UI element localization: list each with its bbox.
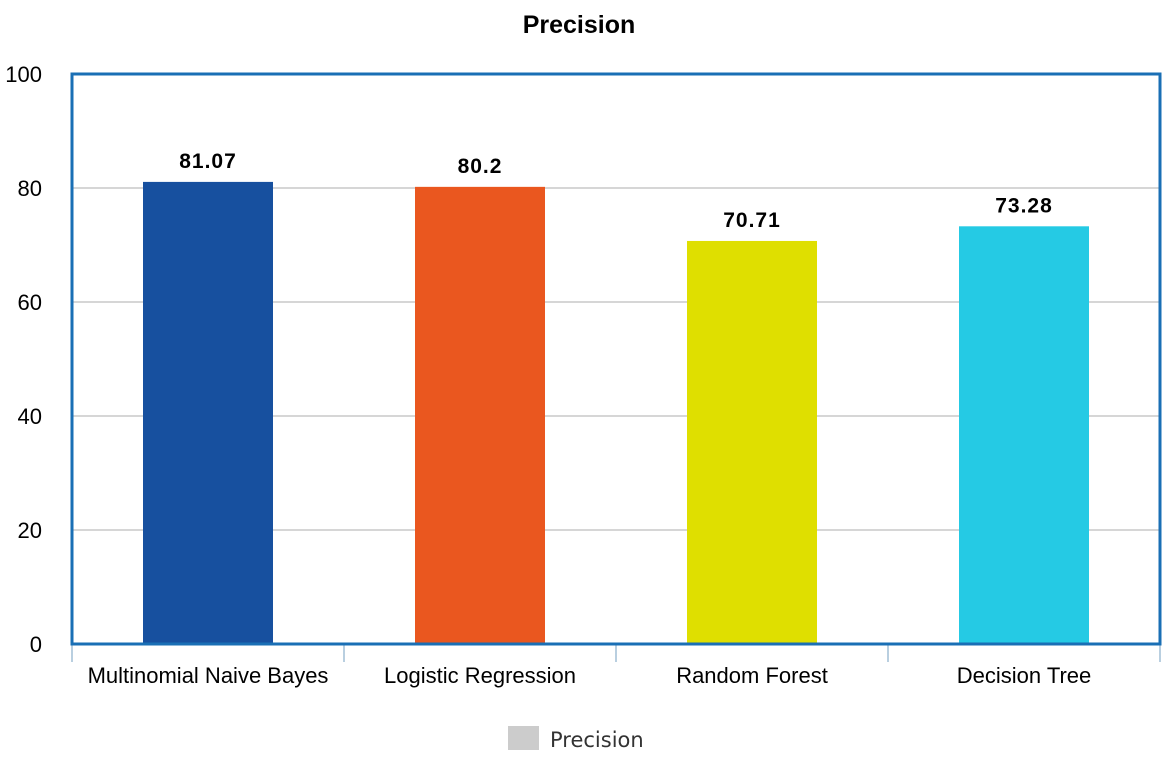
legend: Precision (508, 726, 644, 752)
value-label: 80.2 (458, 155, 503, 178)
y-tick-label: 40 (18, 404, 42, 429)
y-tick-label: 100 (5, 62, 42, 87)
x-category-label: Logistic Regression (384, 663, 576, 688)
bar (687, 240, 817, 644)
plot-frame (70, 72, 1162, 646)
x-axis: Multinomial Naive Bayes Logistic Regressi… (71, 644, 1161, 688)
value-label: 73.28 (995, 194, 1053, 217)
x-category-label: Random Forest (676, 663, 828, 688)
chart-title: Precision (523, 11, 636, 39)
y-tick-label: 80 (18, 176, 42, 201)
value-label: 70.71 (723, 209, 781, 232)
y-tick-label: 0 (30, 632, 42, 657)
bar (959, 226, 1089, 644)
x-category-label: Decision Tree (957, 663, 1092, 688)
x-category-label: Multinomial Naive Bayes (88, 663, 329, 688)
legend-swatch (508, 726, 539, 750)
bars (143, 181, 1089, 645)
bar (143, 181, 273, 644)
y-tick-label: 60 (18, 290, 42, 315)
legend-label: Precision (550, 728, 644, 752)
value-labels: 81.07 80.2 70.71 73.28 (179, 150, 1053, 232)
value-label: 81.07 (179, 150, 237, 173)
y-axis-ticks: 0 20 40 60 80 100 (5, 62, 42, 657)
y-tick-label: 20 (18, 518, 42, 543)
bar (415, 186, 545, 645)
